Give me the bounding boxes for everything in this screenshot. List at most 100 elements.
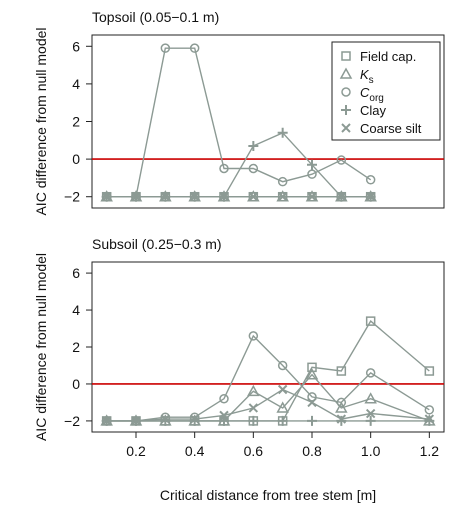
data-point-coarse_silt	[219, 410, 229, 421]
legend-label-ks: Ks	[360, 67, 374, 86]
data-point-corg	[336, 397, 347, 408]
y-tick-label: 2	[72, 339, 80, 355]
y-tick-label: −2	[64, 413, 80, 429]
data-point-clay	[365, 415, 376, 426]
y-tick-label: 4	[72, 302, 80, 318]
data-point-clay	[336, 415, 347, 426]
data-point-field_cap	[336, 366, 347, 376]
data-point-clay	[307, 415, 317, 426]
data-point-clay	[277, 127, 288, 138]
legend-label-corg: Corg	[360, 85, 384, 104]
legend-marker-corg	[341, 87, 351, 97]
data-point-ks	[276, 401, 289, 413]
data-point-clay	[219, 415, 229, 426]
data-point-coarse_silt	[307, 397, 317, 408]
data-point-corg	[365, 175, 376, 185]
data-point-coarse_silt	[101, 192, 112, 202]
y-axis-title: AIC difference from null model	[33, 27, 49, 215]
y-axis-title: AIC difference from null model	[33, 253, 49, 441]
legend-marker-field_cap	[341, 51, 351, 61]
data-point-ks	[335, 401, 348, 413]
data-point-corg	[248, 331, 259, 341]
data-point-clay	[189, 415, 200, 426]
data-point-coarse_silt	[336, 414, 347, 424]
series-corg	[101, 331, 435, 426]
data-point-clay	[307, 159, 317, 170]
data-point-coarse_silt	[307, 192, 317, 202]
legend-marker-ks	[339, 67, 353, 79]
series-line-field_cap	[106, 320, 430, 422]
legend-marker-coarse_silt	[341, 123, 351, 133]
x-tick-label: 0.6	[244, 443, 264, 459]
data-point-field_cap	[365, 316, 376, 326]
series-clay	[101, 415, 435, 426]
data-point-coarse_silt	[277, 384, 288, 395]
data-point-corg	[189, 43, 200, 53]
data-point-corg	[365, 368, 376, 378]
legend-label-coarse_silt: Coarse silt	[360, 121, 422, 136]
data-point-coarse_silt	[424, 414, 435, 424]
data-point-field_cap	[307, 362, 317, 373]
data-point-field_cap	[424, 366, 435, 376]
data-point-corg	[336, 155, 347, 165]
series-field_cap	[101, 316, 435, 426]
data-point-coarse_silt	[189, 414, 200, 424]
data-point-coarse_silt	[219, 192, 229, 202]
data-point-coarse_silt	[160, 192, 171, 202]
series-coarse_silt	[101, 192, 376, 202]
legend-label-clay: Clay	[360, 103, 387, 118]
data-point-coarse_silt	[160, 414, 171, 424]
panel-2: Subsoil (0.25−0.3 m) −2 0 2 4 6 0.2 0.4 0.6 0.8 1.…	[33, 236, 445, 459]
x-tick-label: 0.4	[185, 443, 205, 459]
y-tick-label: 4	[72, 76, 80, 92]
data-point-ks	[247, 384, 260, 397]
data-point-clay	[248, 415, 259, 426]
data-point-corg	[307, 392, 317, 402]
data-point-clay	[160, 415, 171, 426]
x-tick-label: 0.8	[302, 443, 322, 459]
data-point-coarse_silt	[131, 416, 141, 426]
x-tick-label: 0.2	[126, 443, 146, 459]
data-point-clay	[248, 140, 259, 151]
data-point-corg	[277, 360, 288, 371]
data-point-corg	[160, 43, 171, 53]
series-corg	[101, 43, 376, 202]
data-point-coarse_silt	[189, 192, 200, 202]
data-point-coarse_silt	[336, 192, 347, 202]
series-line-coarse_silt	[106, 388, 430, 422]
y-tick-label: 6	[72, 38, 80, 54]
x-tick-label: 1.2	[420, 443, 440, 459]
y-tick-label: 0	[72, 151, 80, 167]
series-line-corg	[106, 334, 430, 422]
data-point-clay	[277, 415, 288, 426]
data-point-coarse_silt	[248, 403, 259, 413]
series-line-corg	[106, 47, 372, 198]
y-tick-label: 6	[72, 265, 80, 281]
data-point-coarse_silt	[131, 192, 141, 202]
panel-title: Topsoil (0.05−0.1 m)	[92, 9, 219, 25]
data-point-corg	[277, 176, 288, 187]
data-point-coarse_silt	[365, 408, 376, 419]
data-point-corg	[307, 169, 317, 179]
y-tick-label: −2	[64, 189, 80, 205]
data-point-coarse_silt	[248, 192, 259, 202]
data-point-ks	[364, 392, 377, 404]
data-point-coarse_silt	[277, 192, 288, 202]
data-point-ks	[305, 368, 319, 380]
x-axis-title: Critical distance from tree stem [m]	[160, 487, 376, 503]
panel-1: Topsoil (0.05−0.1 m) −2 0 2 4 6 AIC difference…	[33, 9, 445, 216]
panel-title: Subsoil (0.25−0.3 m)	[92, 236, 222, 252]
legend-marker-clay	[341, 105, 351, 115]
y-tick-label: 2	[72, 114, 80, 130]
data-point-coarse_silt	[101, 416, 112, 426]
data-point-clay	[424, 415, 435, 426]
x-tick-label: 1.0	[361, 443, 381, 459]
series-ks	[100, 368, 436, 426]
data-point-corg	[219, 393, 229, 404]
y-tick-label: 0	[72, 376, 80, 392]
data-point-coarse_silt	[365, 192, 376, 202]
data-point-corg	[219, 163, 229, 174]
